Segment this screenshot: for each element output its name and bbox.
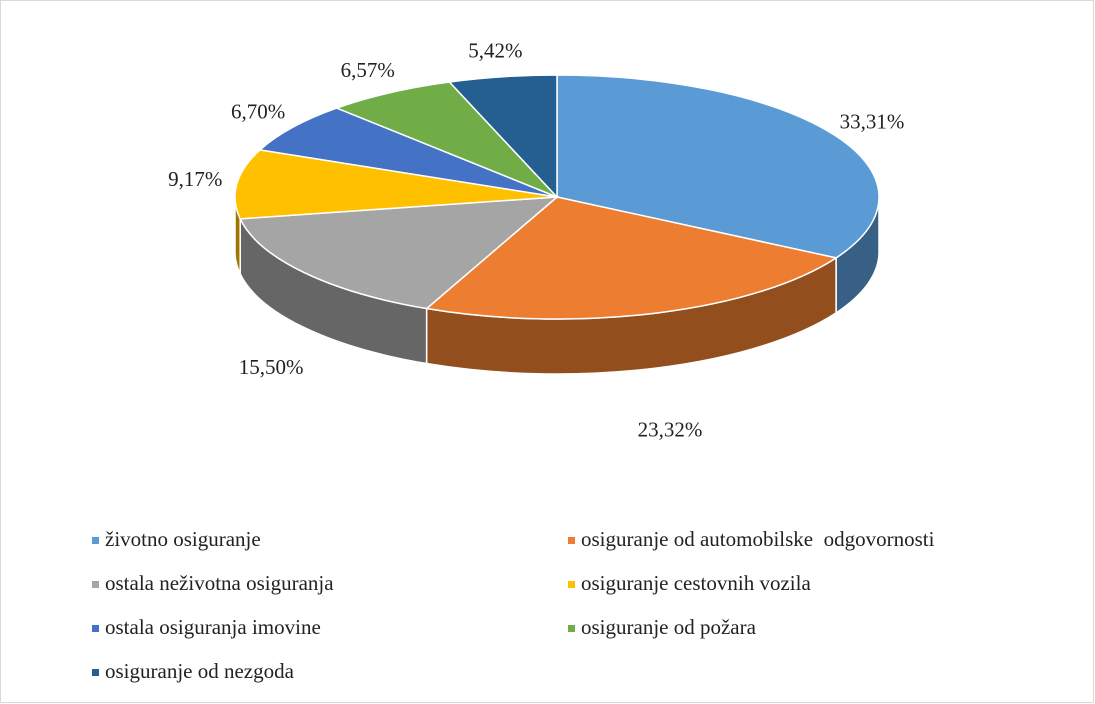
- legend-label: ostala osiguranja imovine: [105, 615, 321, 639]
- slice: [334, 81, 558, 198]
- data-label: 5,42%: [468, 39, 522, 63]
- legend-label: osiguranje cestovnih vozila: [581, 571, 811, 595]
- slice: [424, 196, 838, 320]
- legend-label: osiguranje od automobilske odgovornosti: [581, 527, 935, 551]
- slice: [239, 196, 560, 310]
- legend-swatch: [92, 581, 99, 588]
- legend-swatch: [92, 537, 99, 544]
- legend-label: osiguranje od nezgoda: [105, 659, 295, 683]
- data-label: 9,17%: [168, 167, 222, 191]
- slice: [447, 74, 558, 199]
- legend-swatch: [568, 537, 575, 544]
- data-label: 23,32%: [638, 418, 703, 442]
- legend-label: životno osiguranje: [105, 527, 261, 551]
- legend-swatch: [92, 669, 99, 676]
- data-label: 15,50%: [239, 355, 304, 379]
- legend-label: osiguranje od požara: [581, 615, 757, 639]
- data-label: 6,70%: [231, 99, 285, 123]
- slice: [556, 74, 880, 259]
- legend-swatch: [568, 581, 575, 588]
- slice: [258, 107, 558, 198]
- data-label: 33,31%: [840, 110, 905, 134]
- slice: [234, 149, 558, 220]
- legend-swatch: [568, 625, 575, 632]
- legend-label: ostala neživotna osiguranja: [105, 571, 334, 595]
- data-label: 6,57%: [341, 58, 395, 82]
- legend-swatch: [92, 625, 99, 632]
